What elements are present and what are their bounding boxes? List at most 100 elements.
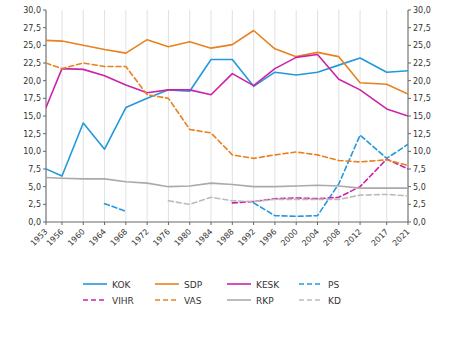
y-tick-label: 15,0 xyxy=(23,112,41,121)
x-tick-label: 1992 xyxy=(236,227,257,248)
legend-label: VIHR xyxy=(112,296,134,306)
x-axis-line xyxy=(46,222,408,223)
x-tick xyxy=(147,222,148,225)
legend-swatch xyxy=(155,299,179,301)
y2-tick-label: 17,5 xyxy=(413,94,431,103)
y2-tick xyxy=(408,45,411,46)
x-tick xyxy=(168,222,169,225)
x-tick-label: 1996 xyxy=(258,227,279,248)
grid-line xyxy=(253,10,254,222)
y-tick xyxy=(43,80,46,81)
legend-swatch xyxy=(227,299,251,301)
series-line xyxy=(46,63,408,165)
x-tick xyxy=(274,222,275,225)
y2-tick xyxy=(408,63,411,64)
y-tick xyxy=(43,222,46,223)
x-tick xyxy=(211,222,212,225)
y2-tick xyxy=(408,186,411,187)
lines xyxy=(46,30,408,216)
y-tick-label: 17,5 xyxy=(23,94,41,103)
y-tick-label: 5,0 xyxy=(28,183,41,192)
y-tick xyxy=(43,27,46,28)
legend-label: KOK xyxy=(112,280,131,290)
grid-line xyxy=(296,10,297,222)
y-tick-label: 10,0 xyxy=(23,147,41,156)
x-tick-label: 1976 xyxy=(151,227,172,248)
y2-tick xyxy=(408,116,411,117)
y2-tick xyxy=(408,98,411,99)
grid-line xyxy=(211,10,212,222)
x-tick xyxy=(386,222,387,225)
x-tick-label: 2017 xyxy=(369,227,390,248)
series-line xyxy=(105,135,408,216)
y-tick-label: 30,0 xyxy=(23,6,41,15)
y-tick-label: 0,0 xyxy=(28,218,41,227)
y-tick-label: 27,5 xyxy=(23,24,41,33)
grid-line xyxy=(386,10,387,222)
x-tick-label: 1984 xyxy=(194,227,215,248)
y-tick-label: 7,5 xyxy=(28,165,41,174)
x-tick xyxy=(296,222,297,225)
grid-line xyxy=(125,10,126,222)
y2-tick xyxy=(408,80,411,81)
legend-swatch xyxy=(299,283,323,285)
x-tick xyxy=(253,222,254,225)
series-line xyxy=(46,177,408,188)
legend-swatch xyxy=(227,283,251,285)
y-tick xyxy=(43,63,46,64)
grid xyxy=(46,10,408,222)
legend-swatch xyxy=(83,299,107,301)
y2-tick-label: 27,5 xyxy=(413,24,431,33)
x-tick xyxy=(83,222,84,225)
axes: 1953195619601964196819721976198019841988… xyxy=(23,6,431,248)
legend-label: KESK xyxy=(256,280,280,290)
grid-line xyxy=(168,10,169,222)
series-line xyxy=(46,30,408,94)
y-tick xyxy=(43,186,46,187)
y-tick-label: 12,5 xyxy=(23,130,41,139)
y-tick-label: 20,0 xyxy=(23,77,41,86)
x-tick-label: 1972 xyxy=(130,227,151,248)
y2-tick xyxy=(408,27,411,28)
series-line xyxy=(168,194,408,204)
x-tick-label: 1968 xyxy=(109,227,130,248)
grid-line xyxy=(83,10,84,222)
y2-tick-label: 15,0 xyxy=(413,112,431,121)
y-tick-label: 22,5 xyxy=(23,59,41,68)
y-tick xyxy=(43,116,46,117)
x-tick-label: 1980 xyxy=(173,227,194,248)
legend-label: KD xyxy=(328,296,341,306)
y-tick xyxy=(43,204,46,205)
y-tick xyxy=(43,169,46,170)
y-tick xyxy=(43,10,46,11)
chart: 1953195619601964196819721976198019841988… xyxy=(0,0,454,340)
grid-line xyxy=(360,10,361,222)
grid-line xyxy=(274,10,275,222)
legend-label: VAS xyxy=(184,296,202,306)
x-tick-label: 2021 xyxy=(391,227,412,248)
grid-line xyxy=(104,10,105,222)
legend-swatch xyxy=(299,299,323,301)
y2-tick-label: 5,0 xyxy=(413,183,426,192)
series-line xyxy=(46,55,408,116)
y2-tick xyxy=(408,10,411,11)
grid-line xyxy=(147,10,148,222)
legend-label: RKP xyxy=(256,296,274,306)
y2-tick-label: 22,5 xyxy=(413,59,431,68)
x-tick-label: 1960 xyxy=(66,227,87,248)
x-tick xyxy=(317,222,318,225)
x-tick xyxy=(104,222,105,225)
legend-label: PS xyxy=(328,280,339,290)
y2-tick xyxy=(408,133,411,134)
y2-tick-label: 7,5 xyxy=(413,165,426,174)
y2-tick-label: 10,0 xyxy=(413,147,431,156)
y-tick xyxy=(43,98,46,99)
legend-label: SDP xyxy=(184,280,203,290)
y-tick xyxy=(43,151,46,152)
y2-tick xyxy=(408,151,411,152)
y-tick-label: 2,5 xyxy=(28,200,41,209)
x-tick xyxy=(189,222,190,225)
legend-swatch xyxy=(155,283,179,285)
x-tick xyxy=(232,222,233,225)
y-tick-label: 25,0 xyxy=(23,41,41,50)
